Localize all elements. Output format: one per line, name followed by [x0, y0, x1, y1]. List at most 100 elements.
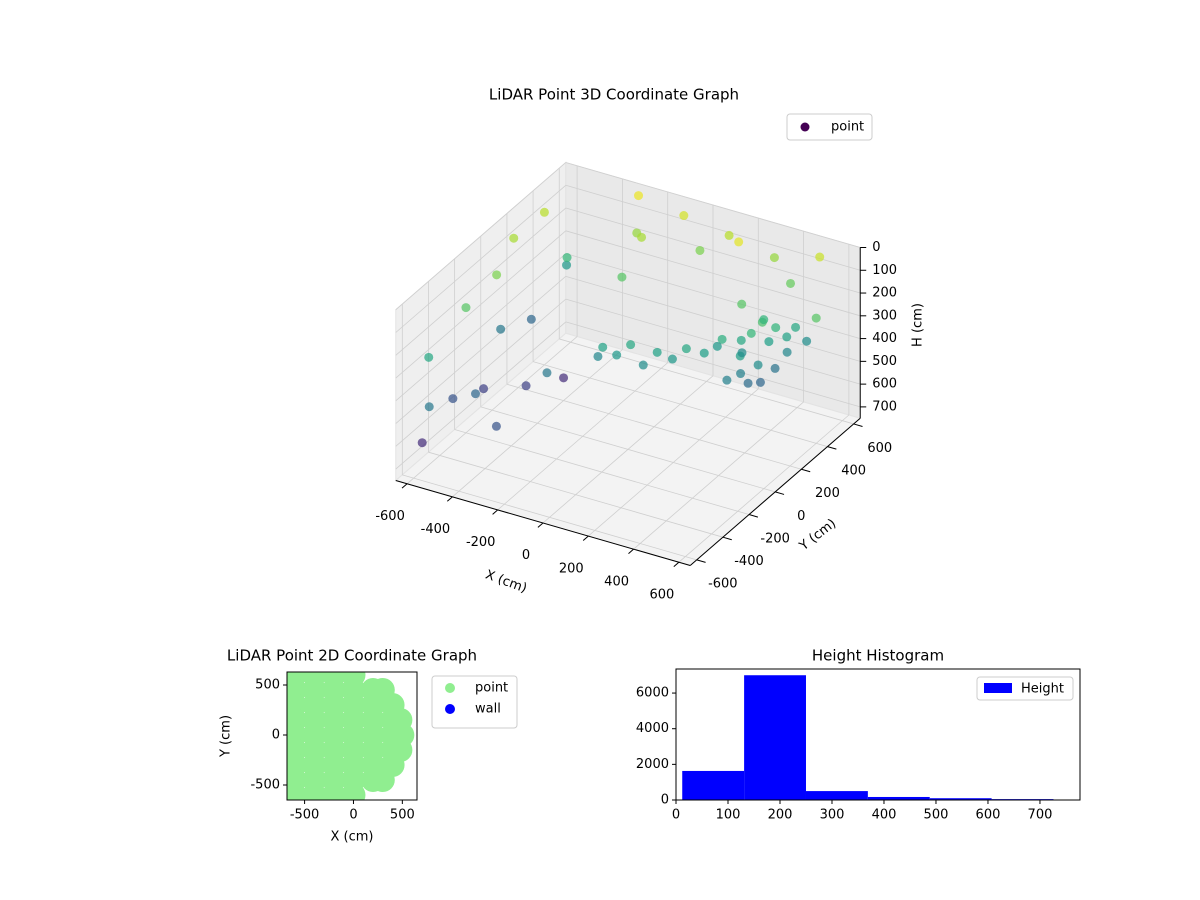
grid-line [395, 253, 567, 402]
point [746, 328, 756, 338]
grid-line [565, 230, 861, 317]
x-tick-label: 0 [349, 808, 357, 823]
legend-label: point [831, 120, 864, 135]
grid-line [454, 429, 750, 515]
x-tick-label: 600 [976, 808, 1001, 823]
x-tick-label: 100 [716, 808, 741, 823]
z-axis-label: H (cm) [911, 303, 926, 347]
x-tick-label: 400 [604, 574, 629, 589]
tick-mark [696, 559, 706, 563]
point [424, 352, 434, 362]
point [612, 350, 622, 360]
point [771, 323, 781, 333]
x-tick-label: 500 [924, 808, 949, 823]
point [562, 260, 572, 270]
y-tick-label: -400 [734, 554, 764, 569]
point [652, 347, 662, 357]
point [755, 377, 765, 387]
point [302, 783, 327, 800]
y-tick-label: 6000 [636, 686, 669, 701]
point [770, 363, 780, 373]
grid-line [565, 207, 861, 294]
y-tick-label: -500 [250, 778, 280, 793]
point [634, 191, 644, 201]
grid-line [506, 383, 802, 470]
legend-marker [445, 704, 455, 714]
grid-line [565, 184, 861, 271]
chart-title: LiDAR Point 3D Coordinate Graph [489, 86, 739, 104]
point [491, 421, 501, 431]
point [448, 394, 458, 404]
z-tick-label: 500 [872, 354, 897, 369]
point [471, 389, 481, 399]
tick-mark [853, 423, 863, 427]
point [539, 207, 549, 217]
point [743, 378, 753, 388]
point [724, 230, 734, 240]
chart-title: Height Histogram [812, 647, 944, 665]
point [321, 783, 346, 800]
point [699, 348, 709, 358]
tick-mark [628, 548, 634, 554]
legend-patch [984, 683, 1012, 693]
point [667, 354, 677, 364]
point [753, 360, 763, 370]
y-tick-label: 2000 [636, 757, 669, 772]
tick-mark [827, 446, 837, 450]
y-tick-label: -200 [760, 531, 790, 546]
grid-line [428, 451, 724, 538]
legend-label: wall [475, 702, 501, 717]
point [759, 315, 769, 325]
bar [867, 796, 930, 800]
z-tick-label: 300 [872, 308, 897, 323]
tick-mark [446, 496, 453, 502]
grid-line [532, 361, 828, 447]
x-tick-label: 200 [559, 561, 584, 576]
point [526, 314, 536, 324]
legend-label: Height [1021, 682, 1064, 697]
legend-box [786, 113, 873, 141]
point [782, 347, 792, 357]
grid-line [559, 338, 854, 425]
point [542, 368, 552, 378]
bar [744, 675, 806, 800]
legend-label: point [475, 681, 508, 696]
point [626, 340, 636, 350]
grid-line [565, 321, 861, 408]
point [638, 360, 648, 370]
y-tick-label: 200 [815, 486, 840, 501]
x-axis-label: X (cm) [483, 568, 529, 597]
plot-area [287, 672, 415, 800]
tick-mark [582, 535, 589, 541]
point [593, 351, 603, 361]
point [492, 270, 502, 280]
point [417, 438, 427, 448]
point [734, 237, 744, 247]
point [509, 233, 519, 243]
point [717, 334, 727, 344]
x-tick-label: 200 [768, 808, 793, 823]
legend-marker [445, 683, 455, 693]
point [496, 324, 506, 334]
x-tick-label: -400 [421, 522, 451, 537]
tick-mark [673, 561, 680, 568]
x-tick-label: 0 [522, 548, 530, 563]
y-tick-label: 600 [867, 441, 892, 456]
y-tick-label: 500 [255, 678, 280, 693]
point [479, 384, 489, 394]
z-tick-label: 200 [872, 286, 897, 301]
z-tick-label: 700 [872, 399, 897, 414]
grid-line [395, 276, 567, 424]
y-tick-label: 400 [841, 463, 866, 478]
point [681, 344, 691, 354]
legend-box [976, 676, 1074, 701]
tick-mark [722, 536, 732, 541]
tick-mark [775, 491, 785, 495]
x-tick-label: 0 [672, 808, 680, 823]
point [424, 402, 434, 412]
point [679, 211, 689, 221]
grid-line [402, 474, 697, 561]
grid-line [395, 207, 567, 356]
tick-mark [401, 483, 408, 489]
